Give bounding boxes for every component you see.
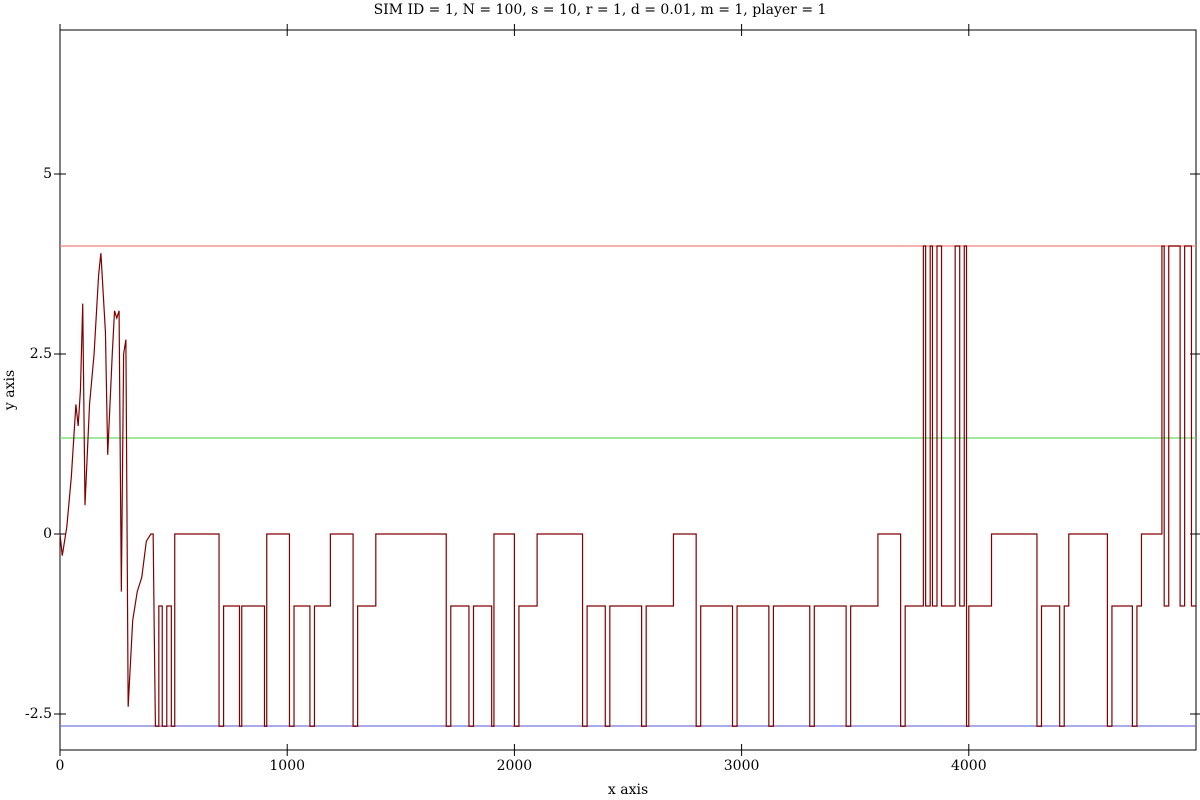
- y-tick-label: 2.5: [30, 346, 52, 362]
- x-tick-label: 0: [56, 758, 65, 774]
- y-tick-label: 0: [43, 526, 52, 542]
- data-line: [59, 245, 1196, 727]
- x-tick-label: 3000: [724, 758, 760, 774]
- chart-title: SIM ID = 1, N = 100, s = 10, r = 1, d = …: [374, 2, 827, 18]
- x-tick-label: 4000: [951, 758, 987, 774]
- x-axis-label: x axis: [608, 782, 648, 798]
- y-tick-label: 5: [43, 166, 52, 182]
- y-tick-label: -2.5: [25, 706, 52, 722]
- x-tick-label: 2000: [497, 758, 533, 774]
- y-axis-label: y axis: [2, 370, 18, 411]
- x-tick-label: 1000: [269, 758, 305, 774]
- plot-frame: [59, 29, 1197, 751]
